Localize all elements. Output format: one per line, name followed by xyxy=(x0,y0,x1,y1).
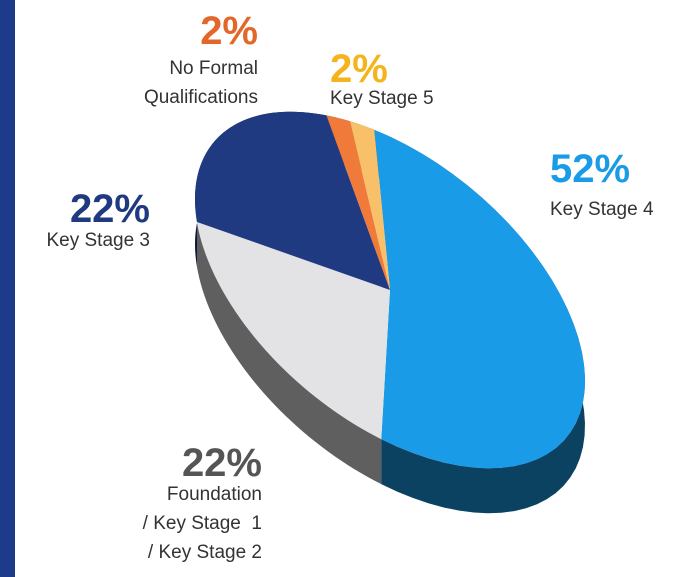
category-label: Key Stage 5 xyxy=(330,88,434,109)
category-label: Key Stage 4 xyxy=(550,199,654,220)
pie xyxy=(194,111,586,514)
value-label: 22% xyxy=(182,441,262,485)
value-label: 2% xyxy=(200,9,258,53)
slice xyxy=(350,121,390,290)
side-strip xyxy=(0,0,15,577)
slice-side xyxy=(197,221,382,485)
slice xyxy=(197,221,390,440)
slice xyxy=(194,111,390,290)
slice xyxy=(374,129,586,469)
slice xyxy=(326,115,390,290)
value-label: 52% xyxy=(550,147,630,191)
value-label: 22% xyxy=(70,187,150,231)
labels: 52%Key Stage 422%Foundation / Key Stage 1… xyxy=(46,9,653,563)
category-label: Foundation / Key Stage 1/ Key Stage 2 xyxy=(143,484,262,563)
category-label: Key Stage 3 xyxy=(46,230,150,251)
value-label: 2% xyxy=(330,47,388,91)
category-label: No Formal Qualifications xyxy=(144,58,258,108)
